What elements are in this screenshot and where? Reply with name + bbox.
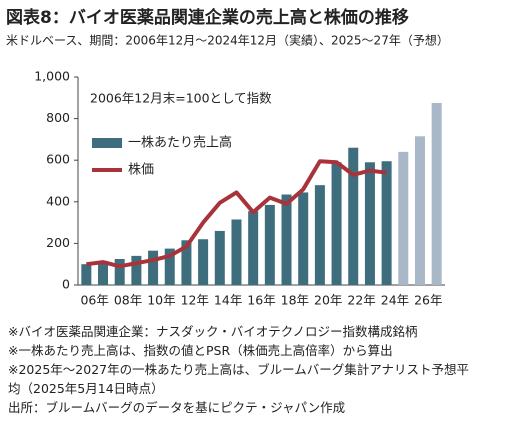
x-tick-label: 16年 [247,293,275,308]
chart-subtitle: 米ドルベース、期間：2006年12月～2024年12月（実績）、2025～27年… [6,33,449,48]
legend-swatch [92,138,122,148]
note: 出所：ブルームバーグのデータを基にピクテ・ジャパン作成 [8,400,346,415]
x-tick-label: 24年 [381,293,409,308]
y-tick-label: 1,000 [34,69,70,84]
bar [81,264,92,285]
bar [431,103,442,285]
y-tick-label: 0 [62,277,70,292]
bar [414,136,425,285]
bar [214,230,225,285]
bar [148,250,159,285]
x-tick-label: 20年 [314,293,342,308]
bar [298,192,309,285]
bar [164,248,175,285]
note: ※2025年～2027年の一株あたり売上高は、ブルームバーグ集計アナリスト予想平… [8,362,469,396]
notes: ※バイオ医薬品関連企業：ナスダック・バイオテクノロジー指数構成銘柄 ※一株あたり売… [8,322,478,417]
bar [364,162,375,285]
bar [348,147,359,285]
chart: 図表8：バイオ医薬品関連企業の売上高と株価の推移 米ドルベース、期間：2006年… [6,7,449,308]
note: ※一株あたり売上高は、指数の値とPSR（株価売上高倍率）から算出 [8,343,393,358]
bar [98,261,109,285]
bar [281,194,292,285]
annotation: 2006年12月末=100として指数 [90,91,272,106]
x-tick-label: 06年 [80,293,108,308]
x-tick-label: 10年 [147,293,175,308]
x-tick-label: 26年 [414,293,442,308]
legend-label: 株価 [128,163,154,178]
y-tick-label: 800 [46,110,70,125]
bar [131,255,142,285]
x-tick-label: 18年 [281,293,309,308]
note: ※バイオ医薬品関連企業：ナスダック・バイオテクノロジー指数構成銘柄 [8,324,418,339]
x-tick-label: 22年 [347,293,375,308]
x-tick-label: 14年 [214,293,242,308]
legend-label: 一株あたり売上高 [128,135,232,151]
x-tick-label: 12年 [181,293,209,308]
y-tick-label: 600 [46,152,70,167]
bar [264,204,275,285]
x-tick-label: 08年 [114,293,142,308]
bar [231,219,242,285]
line [86,159,387,269]
bar [198,239,209,285]
y-tick-label: 200 [46,235,70,250]
bar [381,161,392,285]
bar [314,185,325,285]
bar [114,259,125,285]
bar [248,211,259,285]
y-tick-label: 400 [46,193,70,208]
bar [181,240,192,285]
chart-title: 図表8：バイオ医薬品関連企業の売上高と株価の推移 [6,7,409,28]
bar [398,151,409,285]
bar [331,162,342,285]
